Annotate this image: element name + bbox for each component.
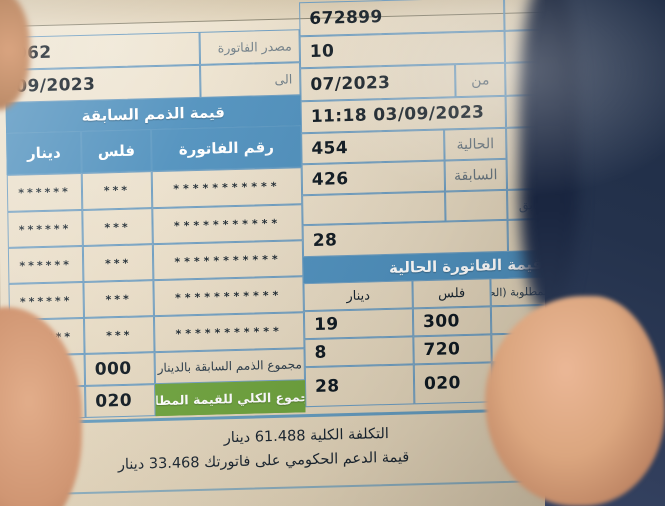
table-row-fils-0: *** (81, 171, 153, 210)
value-sewage-fils: 720 (413, 334, 492, 365)
value-water-fils: 300 (412, 306, 492, 337)
value-consumption-quantity: 28 (302, 219, 509, 258)
label-meter-previous: السابقة (444, 158, 508, 192)
label-grand-total: المجموع الكلي للقيمة المطلوبة (155, 380, 306, 417)
header-invoice-number: رقم الفاتورة (151, 125, 302, 172)
header-dinar: دينار (303, 280, 413, 312)
value-previous-meter-consumption-a (445, 189, 508, 222)
footer-government-support: قيمة الدعم الحكومي على فاتورتك 33.468 دي… (117, 449, 410, 474)
value-current-bill-total-dinar: 28 (304, 364, 415, 408)
value-invoice-source: 062 (4, 31, 201, 70)
table-row-fils-4: *** (83, 316, 155, 354)
value-meter-previous: 426 (301, 160, 446, 196)
value-sewage-dinar: 8 (304, 336, 414, 368)
label-period-from: من (455, 62, 506, 98)
label-meter-current: الحالية (444, 127, 507, 161)
label-period-to: الى (200, 62, 301, 98)
value-reading-date: 03/09/2023 11:18 (300, 95, 507, 134)
value-meter-current: 454 (301, 129, 445, 165)
value-period-from: 07/2023 (300, 64, 456, 102)
header-dues-fils: فلس (81, 129, 152, 173)
label-previous-dues-total: مجموع الذمم السابقة بالدينار (154, 348, 305, 385)
table-row-fils-2: *** (82, 244, 154, 282)
table-row-invoice-3: *********** (153, 276, 304, 317)
value-period-to: 09/2023 (5, 64, 201, 103)
table-row-invoice-4: *********** (153, 312, 305, 353)
value-water-dinar: 19 (303, 308, 414, 340)
table-row-invoice-0: *********** (151, 167, 303, 209)
value-grand-total-fils: 020 (85, 384, 156, 418)
table-row-invoice-1: *********** (152, 204, 303, 245)
table-row-dinar-0: ****** (6, 172, 83, 212)
table-row-dinar-2: ****** (7, 245, 84, 284)
label-invoice-source: مصدر الفاتورة (199, 29, 301, 65)
value-previous-dues-total-fils: 000 (84, 352, 156, 386)
footer-total-cost: التكلفة الكلية 61.488 دينار (223, 426, 389, 447)
table-row-dinar-1: ****** (7, 209, 83, 248)
header-dues-dinar: دينار (6, 130, 82, 175)
value-current-bill-total-fils: 020 (413, 362, 493, 405)
table-row-invoice-2: *********** (152, 240, 304, 281)
table-row-fils-3: *** (83, 280, 154, 318)
value-previous-meter-consumption (302, 191, 446, 226)
table-row-fils-1: *** (82, 208, 153, 246)
occluder-right-hand (485, 296, 665, 506)
header-fils: فلس (412, 278, 491, 309)
value-device-code: 10 (299, 30, 506, 69)
